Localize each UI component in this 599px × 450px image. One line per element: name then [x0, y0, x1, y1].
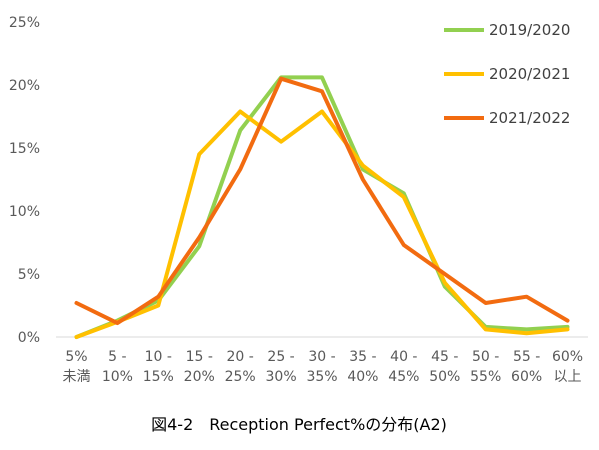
x-tick-label: 55 -60%: [511, 349, 542, 385]
legend-label: 2019/2020: [489, 21, 570, 39]
series-line-2020-2021: [74, 109, 570, 339]
x-tick-label: 20 -25%: [225, 349, 256, 385]
x-tick-label: 15 -20%: [184, 349, 215, 385]
x-tick-label: 45 -50%: [429, 349, 460, 385]
x-tick-label: 5%未満: [62, 349, 90, 385]
x-tick-label: 50 -55%: [470, 349, 501, 385]
x-tick-label: 40 -45%: [388, 349, 419, 385]
series-line-2021-2022: [74, 76, 570, 326]
y-tick-label: 20%: [9, 78, 40, 94]
x-tick-label: 25 -30%: [266, 349, 297, 385]
y-tick-label: 5%: [18, 267, 40, 283]
x-tick-label: 35 -40%: [347, 349, 378, 385]
x-tick-label: 10 -15%: [143, 349, 174, 385]
legend-label: 2020/2021: [489, 65, 570, 83]
x-tick-label: 5 -10%: [102, 349, 133, 385]
x-tick-label: 30 -35%: [306, 349, 337, 385]
legend: 2019/2020 2020/2021 2021/2022: [444, 21, 570, 127]
y-tick-label: 15%: [9, 141, 40, 157]
legend-label: 2021/2022: [489, 109, 570, 127]
y-tick-label: 0%: [18, 330, 40, 346]
series-lines: [74, 75, 570, 339]
figure-caption: 図4-2 Reception Perfect%の分布(A2): [151, 415, 447, 434]
y-tick-label: 25%: [9, 15, 40, 31]
x-axis-tick-labels: 5%未満 5 -10% 10 -15% 15 -20% 20 -25% 25 -30% 30…: [62, 349, 583, 385]
x-tick-label: 60%以上: [552, 349, 583, 385]
y-axis-tick-labels: 0% 5% 10% 15% 20% 25%: [9, 15, 40, 346]
y-tick-label: 10%: [9, 204, 40, 220]
